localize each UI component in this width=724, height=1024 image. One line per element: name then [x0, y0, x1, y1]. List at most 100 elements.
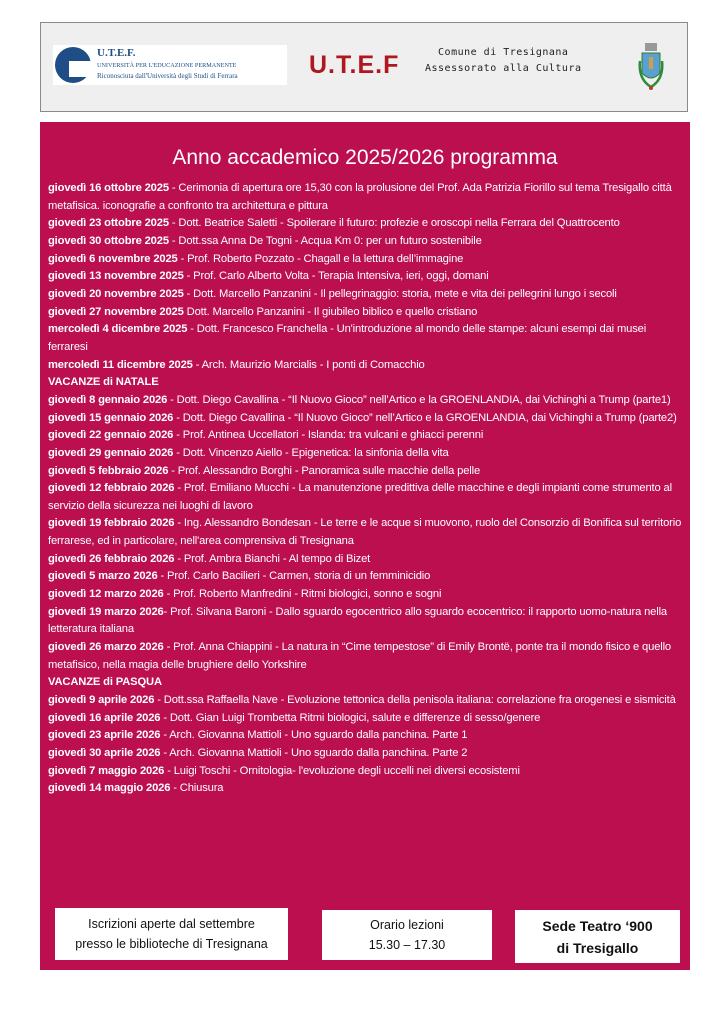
- program-entry: giovedì 23 aprile 2026 - Arch. Giovanna …: [48, 727, 688, 745]
- program-entry: giovedì 6 novembre 2025 - Prof. Roberto …: [48, 251, 688, 269]
- entry-date: mercoledì 11 dicembre 2025: [48, 358, 193, 371]
- program-entry: giovedì 13 novembre 2025 - Prof. Carlo A…: [48, 268, 688, 286]
- program-entry: giovedì 29 gennaio 2026 - Dott. Vincenzo…: [48, 445, 688, 463]
- program-entry: giovedì 15 gennaio 2026 - Dott. Diego Ca…: [48, 410, 688, 428]
- entry-description: - Dott. Diego Cavallina - “Il Nuovo Gioc…: [173, 411, 677, 424]
- entry-description: - Prof. Ambra Bianchi - Al tempo di Bize…: [174, 552, 371, 565]
- registration-box: Iscrizioni aperte dal settembre presso l…: [55, 908, 288, 960]
- entry-date: giovedì 5 febbraio 2026: [48, 464, 169, 477]
- brand-title: U.T.E.F: [309, 51, 400, 79]
- entry-date: giovedì 5 marzo 2026: [48, 570, 158, 583]
- entry-date: giovedì 14 maggio 2026: [48, 782, 171, 795]
- program-entry: giovedì 20 novembre 2025 - Dott. Marcell…: [48, 286, 688, 304]
- program-list: giovedì 16 ottobre 2025 - Cerimonia di a…: [48, 180, 688, 798]
- entry-date: giovedì 26 febbraio 2026: [48, 552, 175, 565]
- entry-date: giovedì 29 gennaio 2026: [48, 446, 174, 459]
- program-entry: giovedì 16 aprile 2026 - Dott. Gian Luig…: [48, 710, 688, 728]
- program-entry: giovedì 7 maggio 2026 - Luigi Toschi - O…: [48, 763, 688, 781]
- utef-logo: U.T.E.F. UNIVERSITÀ PER L'EDUCAZIONE PER…: [53, 45, 287, 85]
- entry-date: giovedì 16 aprile 2026: [48, 711, 161, 724]
- entry-date: giovedì 12 marzo 2026: [48, 588, 164, 601]
- venue-line2: di Tresigallo: [556, 939, 639, 956]
- entry-date: giovedì 15 gennaio 2026: [48, 411, 174, 424]
- venue-box: Sede Teatro ‘900 di Tresigallo: [515, 910, 680, 963]
- program-entry: giovedì 30 aprile 2026 - Arch. Giovanna …: [48, 745, 688, 763]
- entry-description: - Cerimonia di apertura ore 15,30 con la…: [48, 182, 672, 212]
- entry-date: giovedì 13 novembre 2025: [48, 270, 184, 283]
- entry-description: - Dott.ssa Anna De Togni - Acqua Km 0: p…: [168, 234, 482, 247]
- entry-date: giovedì 30 aprile 2026: [48, 747, 161, 759]
- entry-description: - Prof. Silvana Baroni - Dallo sguardo e…: [48, 605, 667, 636]
- entry-date: giovedì 20 novembre 2025: [48, 287, 184, 300]
- entry-description: - Dott. Beatrice Saletti - Spoilerare il…: [168, 217, 620, 230]
- entry-date: giovedì 8 gennaio 2026: [48, 393, 168, 406]
- program-entry: mercoledì 4 dicembre 2025 - Dott. France…: [48, 321, 688, 356]
- entry-description: - Prof. Antinea Uccellatori - Islanda: t…: [173, 429, 484, 442]
- logo-name: UNIVERSITÀ PER L'EDUCAZIONE PERMANENTE: [97, 62, 237, 69]
- entry-date: giovedì 9 aprile 2026: [48, 694, 155, 707]
- entry-description: - Dott. Gian Luigi Trombetta Ritmi biolo…: [160, 711, 541, 724]
- comune-line2: Assessorato alla Cultura: [425, 63, 582, 74]
- entry-description: - Dott. Francesco Franchella - Un'introd…: [48, 323, 647, 353]
- section-heading: VACANZE di NATALE: [48, 376, 159, 389]
- program-entry: giovedì 19 marzo 2026- Prof. Silvana Bar…: [48, 604, 688, 639]
- entry-description: - Arch. Giovanna Mattioli - Uno sguardo …: [160, 729, 468, 742]
- entry-date: giovedì 19 marzo 2026: [48, 605, 164, 618]
- hours-line2: 15.30 – 17.30: [368, 938, 446, 952]
- entry-date: giovedì 23 aprile 2026: [48, 729, 161, 742]
- logo-subtitle: Riconosciuta dall'Università degli Studi…: [97, 72, 238, 80]
- section-heading: VACANZE di PASQUA: [48, 676, 162, 689]
- program-entry: giovedì 12 marzo 2026 - Prof. Roberto Ma…: [48, 586, 688, 604]
- entry-description: Dott. Marcello Panzanini - Il giubileo b…: [183, 305, 478, 318]
- entry-description: - Arch. Maurizio Marcialis - I ponti di …: [192, 358, 425, 371]
- program-entry: giovedì 5 febbraio 2026 - Prof. Alessand…: [48, 463, 688, 481]
- program-panel: Anno accademico 2025/2026 programma giov…: [40, 122, 690, 970]
- logo-abbr: U.T.E.F.: [97, 47, 136, 59]
- entry-date: giovedì 26 marzo 2026: [48, 641, 164, 654]
- program-entry: giovedì 8 gennaio 2026 - Dott. Diego Cav…: [48, 392, 688, 410]
- entry-description: - Dott.ssa Raffaella Nave - Evoluzione t…: [154, 694, 676, 707]
- header-banner: U.T.E.F. UNIVERSITÀ PER L'EDUCAZIONE PER…: [40, 22, 688, 112]
- program-entry: giovedì 22 gennaio 2026 - Prof. Antinea …: [48, 427, 688, 445]
- entry-date: giovedì 19 febbraio 2026: [48, 517, 175, 530]
- entry-date: giovedì 16 ottobre 2025: [48, 182, 169, 194]
- entry-date: giovedì 27 novembre 2025: [48, 305, 184, 318]
- comune-line1: Comune di Tresignana: [438, 47, 569, 58]
- entry-description: - Prof. Carlo Alberto Volta - Terapia In…: [183, 270, 489, 283]
- registration-line1: Iscrizioni aperte dal settembre: [88, 917, 255, 931]
- entry-description: - Prof. Alessandro Borghi - Panoramica s…: [168, 464, 481, 477]
- entry-description: - Dott. Diego Cavallina - “Il Nuovo Gioc…: [167, 393, 671, 406]
- entry-description: - Prof. Roberto Pozzato - Chagall e la l…: [177, 252, 464, 265]
- registration-line2: presso le biblioteche di Tresignana: [75, 937, 268, 951]
- entry-description: - Prof. Emiliano Mucchi - La manutenzion…: [48, 482, 672, 512]
- venue-line1: Sede Teatro ‘900: [542, 917, 653, 934]
- entry-description: - Prof. Roberto Manfredini - Ritmi biolo…: [163, 588, 442, 601]
- program-entry: giovedì 14 maggio 2026 - Chiusura: [48, 780, 688, 798]
- entry-date: mercoledì 4 dicembre 2025: [48, 323, 188, 336]
- entry-description: - Chiusura: [170, 782, 224, 795]
- program-entry: mercoledì 11 dicembre 2025 - Arch. Mauri…: [48, 357, 688, 375]
- program-entry: giovedì 9 aprile 2026 - Dott.ssa Raffael…: [48, 692, 688, 710]
- program-entry: giovedì 27 novembre 2025 Dott. Marcello …: [48, 304, 688, 322]
- entry-date: giovedì 23 ottobre 2025: [48, 217, 169, 230]
- entry-description: - Arch. Giovanna Mattioli - Uno sguardo …: [160, 747, 468, 759]
- program-entry: giovedì 26 marzo 2026 - Prof. Anna Chiap…: [48, 639, 688, 674]
- entry-date: giovedì 12 febbraio 2026: [48, 482, 175, 495]
- program-entry: giovedì 23 ottobre 2025 - Dott. Beatrice…: [48, 215, 688, 233]
- comune-text: Comune di Tresignana Assessorato alla Cu…: [425, 45, 582, 77]
- entry-description: - Ing. Alessandro Bondesan - Le terre e …: [48, 517, 682, 548]
- program-entry: giovedì 30 ottobre 2025 - Dott.ssa Anna …: [48, 233, 688, 251]
- entry-description: - Dott. Marcello Panzanini - Il pellegri…: [183, 287, 617, 300]
- municipal-crest-icon: [638, 43, 664, 90]
- program-entry: giovedì 5 marzo 2026 - Prof. Carlo Bacil…: [48, 568, 688, 586]
- entry-description: - Dott. Vincenzo Aiello - Epigenetica: l…: [173, 446, 449, 459]
- entry-description: - Luigi Toschi - Ornitologia- l'evoluzio…: [164, 764, 520, 777]
- entry-date: giovedì 30 ottobre 2025: [48, 234, 169, 247]
- entry-date: giovedì 22 gennaio 2026: [48, 429, 174, 442]
- program-entry: giovedì 12 febbraio 2026 - Prof. Emilian…: [48, 480, 688, 515]
- entry-description: - Prof. Anna Chiappini - La natura in “C…: [48, 641, 672, 671]
- entry-date: giovedì 7 maggio 2026: [48, 764, 165, 777]
- entry-description: - Prof. Carlo Bacilieri - Carmen, storia…: [157, 570, 431, 583]
- program-entry: giovedì 16 ottobre 2025 - Cerimonia di a…: [48, 180, 688, 215]
- program-entry: giovedì 19 febbraio 2026 - Ing. Alessand…: [48, 515, 688, 550]
